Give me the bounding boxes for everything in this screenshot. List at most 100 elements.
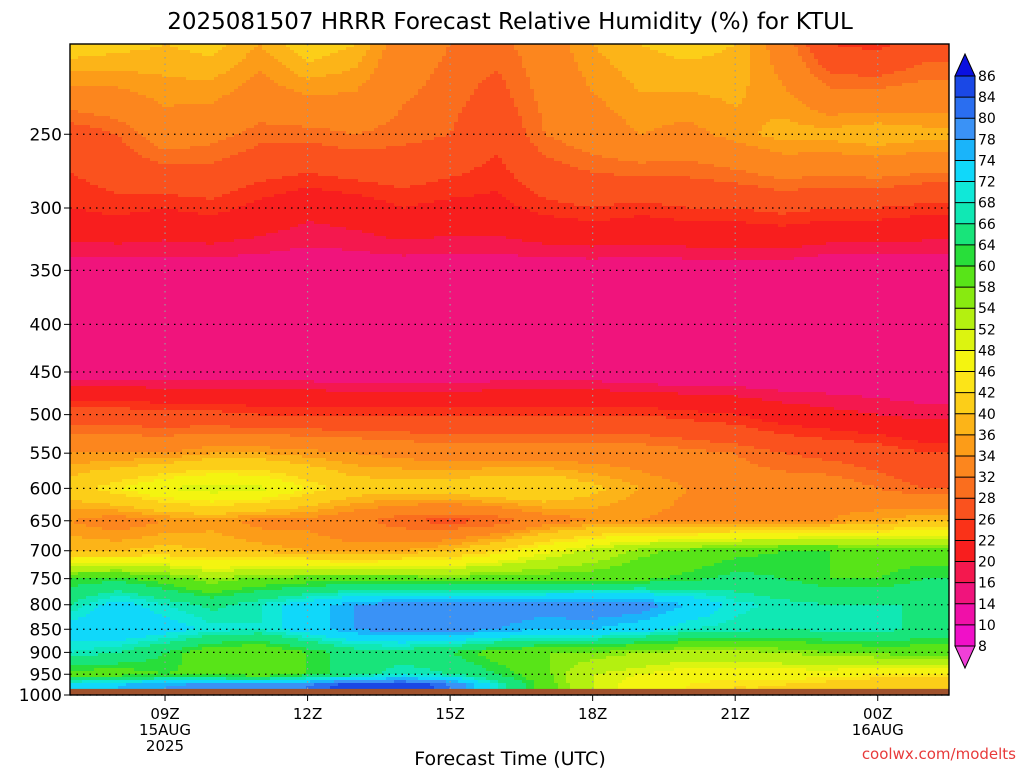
colorbar-tick-label: 34: [978, 449, 996, 465]
rh-cell: [170, 572, 471, 576]
rh-cell: [522, 548, 567, 552]
rh-cell: [474, 677, 487, 681]
rh-cell: [354, 614, 623, 618]
rh-cell: [146, 635, 179, 639]
rh-cell: [302, 548, 411, 552]
rh-cell: [198, 575, 235, 579]
rh-cell: [618, 686, 687, 690]
rh-cell: [778, 224, 787, 228]
rh-cell: [374, 197, 451, 201]
rh-cell: [618, 113, 827, 117]
rh-cell: [70, 263, 949, 267]
rh-cell: [150, 209, 179, 213]
rh-cell: [322, 56, 363, 60]
rh-cell: [546, 155, 603, 159]
rh-cell: [842, 125, 923, 129]
rh-cell: [506, 551, 551, 555]
rh-cell: [70, 362, 949, 366]
rh-cell: [702, 626, 903, 630]
rh-cell: [206, 242, 215, 246]
rh-cell: [522, 62, 579, 66]
rh-cell: [574, 551, 627, 555]
rh-cell: [98, 485, 127, 489]
rh-cell: [262, 542, 463, 546]
rh-cell: [518, 557, 547, 561]
rh-cell: [262, 71, 295, 75]
rh-cell: [634, 491, 687, 495]
rh-cell: [514, 677, 527, 681]
rh-cell: [70, 179, 87, 183]
rh-cell: [530, 209, 755, 213]
rh-cell: [298, 638, 323, 642]
rh-cell: [762, 128, 949, 132]
rh-cell: [202, 590, 223, 594]
rh-cell: [798, 188, 949, 192]
rh-cell: [166, 686, 307, 690]
rh-cell: [802, 56, 815, 60]
rh-cell: [534, 686, 559, 690]
rh-cell: [70, 182, 91, 186]
rh-cell: [478, 653, 551, 657]
rh-cell: [782, 662, 949, 666]
rh-cell: [746, 686, 759, 690]
rh-cell: [82, 536, 143, 540]
rh-cell: [278, 59, 307, 63]
colorbar-swatch: [955, 413, 975, 436]
rh-cell: [882, 176, 949, 180]
rh-cell: [70, 674, 123, 678]
rh-cell: [142, 134, 235, 138]
rh-cell: [502, 158, 555, 162]
rh-cell: [70, 344, 949, 348]
rh-cell: [826, 680, 949, 684]
rh-cell: [214, 242, 543, 246]
rh-cell: [70, 83, 243, 87]
rh-cell: [774, 176, 803, 180]
rh-cell: [910, 215, 949, 219]
rh-cell: [70, 644, 123, 648]
rh-cell: [342, 641, 399, 645]
rh-cell: [138, 92, 231, 96]
rh-cell: [218, 74, 255, 78]
rh-cell: [794, 434, 887, 438]
rh-cell: [70, 647, 95, 651]
rh-cell: [142, 434, 175, 438]
rh-cell: [402, 674, 407, 678]
rh-cell: [266, 509, 319, 513]
rh-cell: [650, 581, 803, 585]
rh-cell: [70, 164, 483, 168]
rh-cell: [410, 431, 775, 435]
rh-cell: [266, 644, 291, 648]
rh-cell: [798, 98, 949, 102]
rh-cell: [530, 188, 775, 192]
rh-cell: [782, 83, 827, 87]
rh-cell: [218, 608, 263, 612]
rh-cell: [266, 122, 387, 126]
colorbar-tick-label: 64: [978, 238, 996, 254]
rh-cell: [746, 143, 867, 147]
rh-cell: [706, 449, 771, 453]
rh-cell: [70, 356, 949, 360]
rh-cell: [750, 629, 811, 633]
rh-cell: [642, 470, 787, 474]
rh-cell: [302, 56, 323, 60]
rh-cell: [162, 74, 219, 78]
rh-cell: [70, 515, 103, 519]
rh-cell: [262, 605, 283, 609]
rh-cell: [542, 152, 591, 156]
rh-cell: [750, 80, 783, 84]
rh-cell: [122, 488, 179, 492]
rh-cell: [98, 185, 247, 189]
rh-cell: [714, 134, 763, 138]
rh-cell: [798, 122, 875, 126]
rh-cell: [602, 635, 647, 639]
rh-cell: [462, 677, 475, 681]
rh-cell: [494, 641, 635, 645]
rh-cell: [698, 125, 763, 129]
rh-cell: [702, 545, 779, 549]
rh-cell: [90, 461, 175, 465]
rh-cell: [682, 437, 823, 441]
rh-cell: [258, 599, 287, 603]
rh-cell: [534, 95, 599, 99]
rh-cell: [454, 122, 523, 126]
rh-cell: [626, 653, 803, 657]
